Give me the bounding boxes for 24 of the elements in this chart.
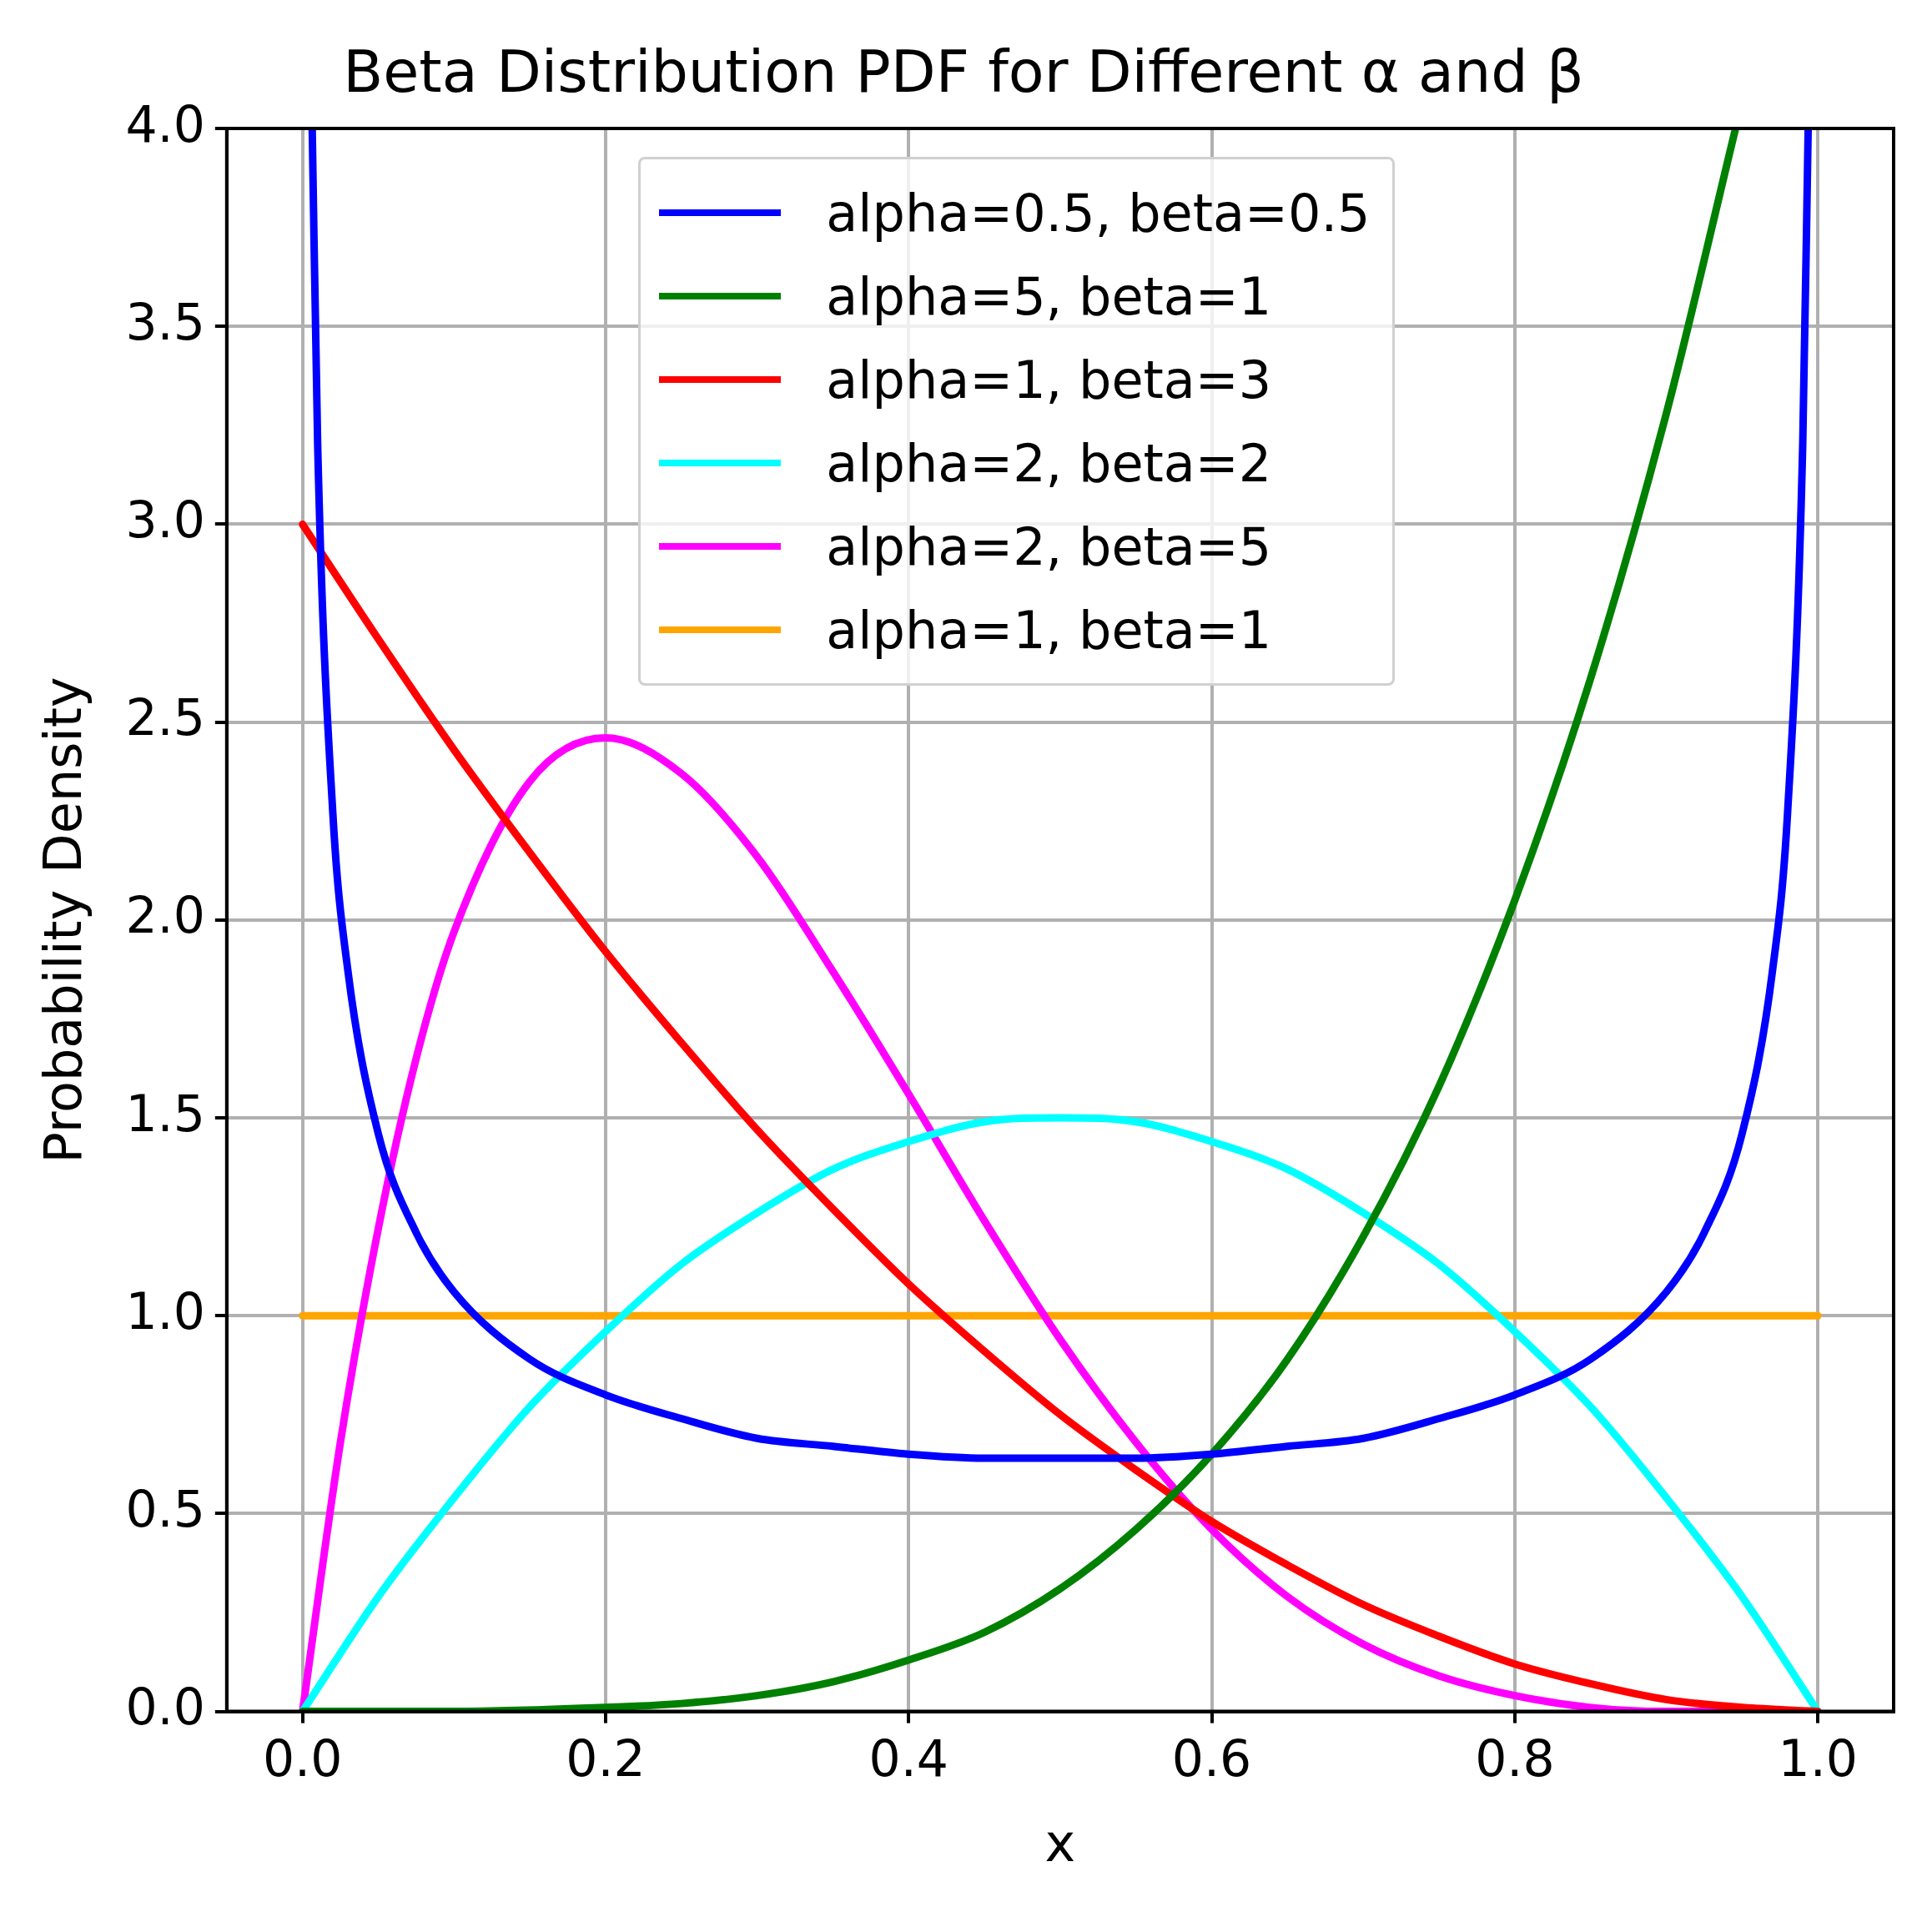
x-tick-label: 0.2	[566, 1729, 646, 1789]
y-tick-label: 1.5	[125, 1084, 205, 1143]
y-tick-label: 3.0	[125, 490, 205, 549]
y-tick-label: 0.5	[125, 1479, 205, 1538]
y-tick-label: 3.5	[125, 292, 205, 351]
y-axis-title: Probability Density	[33, 677, 94, 1164]
legend-label: alpha=1, beta=1	[826, 599, 1272, 661]
y-tick-label: 2.5	[125, 688, 205, 747]
y-tick-label: 1.0	[125, 1281, 205, 1341]
x-tick-label: 0.8	[1475, 1729, 1555, 1789]
x-tick-label: 0.0	[262, 1729, 343, 1789]
y-tick-label: 2.0	[125, 886, 205, 945]
x-tick-label: 1.0	[1778, 1729, 1858, 1789]
x-tick-label: 0.6	[1171, 1729, 1252, 1789]
x-axis-title: x	[1044, 1812, 1076, 1874]
legend-label: alpha=2, beta=2	[826, 432, 1272, 494]
chart-title: Beta Distribution PDF for Different α and β	[343, 38, 1584, 107]
legend-label: alpha=2, beta=5	[826, 516, 1272, 577]
y-tick-label: 4.0	[125, 94, 205, 153]
y-tick-label: 0.0	[125, 1678, 205, 1737]
legend-label: alpha=1, beta=3	[826, 349, 1272, 410]
legend-label: alpha=0.5, beta=0.5	[826, 182, 1371, 244]
x-tick-label: 0.4	[868, 1729, 948, 1789]
legend-label: alpha=5, beta=1	[826, 265, 1272, 327]
